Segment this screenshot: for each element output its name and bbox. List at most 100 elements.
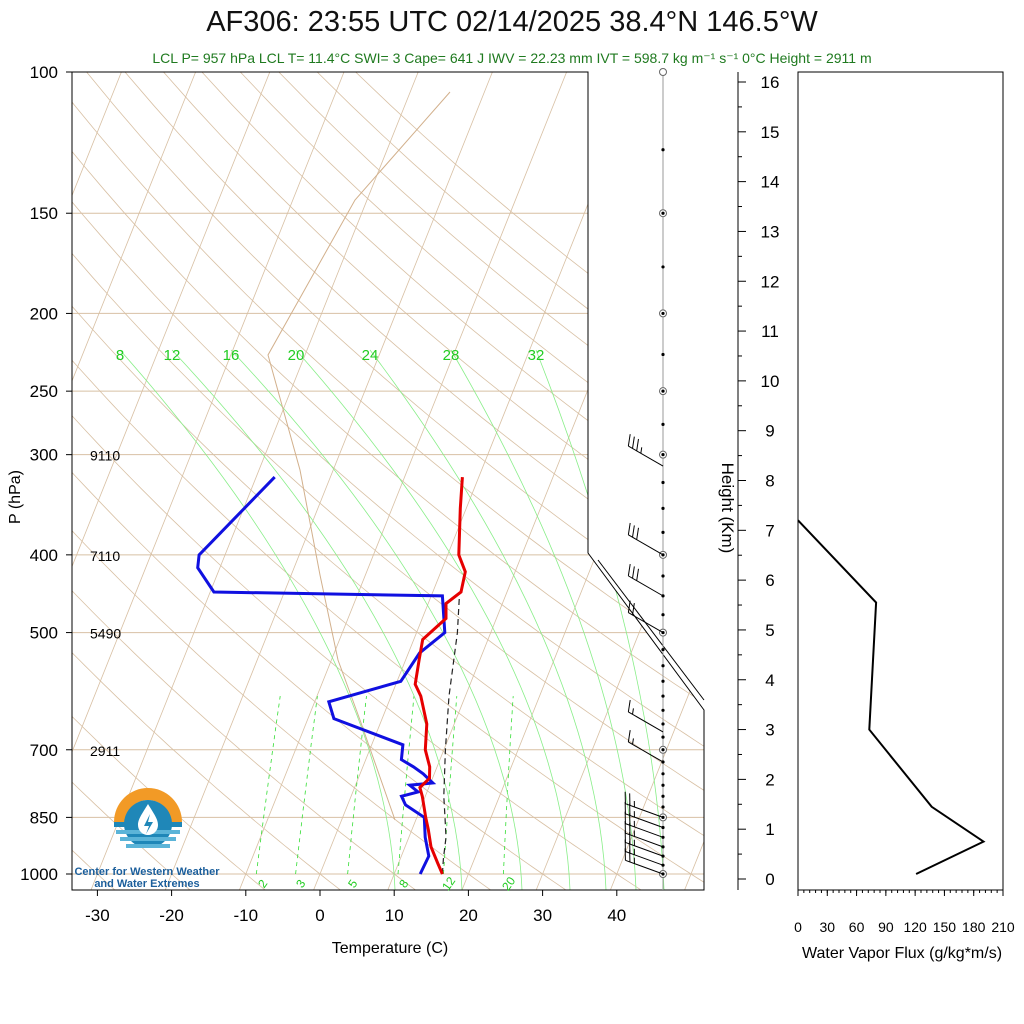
mixing-ratio-label: 32 bbox=[528, 347, 545, 364]
wind-barb-staff bbox=[628, 741, 664, 763]
wind-dot bbox=[661, 794, 665, 798]
mixing-ratio-label: 2 bbox=[255, 877, 270, 891]
wind-dot bbox=[661, 148, 665, 152]
wind-barb-flag bbox=[627, 600, 631, 613]
moist-adiabat-line bbox=[450, 349, 637, 890]
dry-adiabat-line bbox=[72, 72, 643, 890]
wind-dot bbox=[661, 265, 665, 269]
height-tick-label: 15 bbox=[761, 123, 780, 142]
dry-adiabat-line bbox=[72, 72, 267, 890]
height-tick-label: 9 bbox=[765, 422, 774, 441]
wind-barb-staff bbox=[625, 832, 664, 848]
flux-x-tick-label: 150 bbox=[933, 919, 957, 935]
moist-adiabat-line bbox=[369, 349, 607, 890]
height-tick-label: 7 bbox=[765, 521, 774, 540]
flux-x-tick-label: 90 bbox=[878, 919, 894, 935]
isotherm-line bbox=[610, 72, 704, 890]
dry-adiabat-line bbox=[72, 72, 704, 890]
height-tick-label: 1 bbox=[765, 820, 774, 839]
dry-adiabat-line bbox=[72, 72, 704, 890]
height-annotation: 5490 bbox=[90, 626, 121, 642]
wind-barb-flag bbox=[627, 434, 631, 447]
moist-adiabat-line bbox=[119, 349, 396, 890]
mixing-ratio-label: 5 bbox=[345, 877, 360, 891]
dewpoint-profile-line bbox=[196, 476, 447, 875]
wind-barb-staff bbox=[625, 803, 664, 818]
height-tick-label: 6 bbox=[765, 571, 774, 590]
x-tick-label: 0 bbox=[315, 906, 324, 925]
mixing-ratio-label: 8 bbox=[396, 877, 411, 891]
flux-panel-frame bbox=[797, 71, 1004, 891]
isotherm-line bbox=[164, 72, 493, 890]
isotherm-line bbox=[72, 72, 271, 890]
moist-adiabat-line bbox=[295, 349, 571, 890]
wind-barb-flag bbox=[636, 568, 639, 581]
wind-dot bbox=[661, 708, 665, 712]
y-tick-label: 850 bbox=[30, 808, 58, 827]
wind-dot bbox=[661, 613, 665, 617]
height-tick-label: 12 bbox=[761, 272, 780, 291]
height-tick-label: 16 bbox=[761, 73, 780, 92]
wind-barb bbox=[627, 434, 664, 467]
wind-dot bbox=[661, 647, 665, 652]
moist-adiabat-line bbox=[535, 349, 665, 890]
mixing-ratio-label: 12 bbox=[164, 347, 181, 364]
dry-adiabat-line bbox=[240, 72, 704, 890]
wind-barb-flag bbox=[632, 566, 635, 579]
y-tick-label: 700 bbox=[30, 741, 58, 760]
standard-atmosphere-line bbox=[267, 91, 451, 821]
height-annotation: 2911 bbox=[90, 743, 120, 759]
organization-line-2: and Water Extremes bbox=[94, 878, 200, 890]
moist-adiabat-line bbox=[230, 349, 523, 890]
wind-dot bbox=[661, 530, 665, 534]
y-tick-label: 500 bbox=[30, 624, 58, 643]
wind-barb-staff bbox=[628, 612, 664, 634]
dry-adiabat-line bbox=[278, 72, 704, 890]
y-tick-label: 100 bbox=[30, 63, 58, 82]
flux-x-tick-label: 180 bbox=[962, 919, 986, 935]
dry-adiabat-line bbox=[72, 72, 568, 890]
wind-barb-flag bbox=[632, 738, 634, 745]
y-tick-label: 200 bbox=[30, 304, 58, 323]
mixing-ratio-line bbox=[503, 696, 514, 875]
wind-level-marker bbox=[659, 68, 667, 76]
x-tick-label: 20 bbox=[459, 906, 478, 925]
chart-title: AF306: 23:55 UTC 02/14/2025 38.4°N 146.5… bbox=[206, 6, 818, 38]
wind-dot bbox=[661, 664, 665, 668]
wind-dot bbox=[661, 735, 665, 739]
x-tick-label: -10 bbox=[234, 906, 259, 925]
height-tick-label: 13 bbox=[761, 222, 780, 241]
wind-barb-flag bbox=[632, 436, 635, 449]
height-tick-label: 2 bbox=[765, 770, 774, 789]
wind-barb-flag bbox=[627, 730, 631, 743]
wind-barb-staff bbox=[628, 575, 664, 597]
mixing-ratio-label: 20 bbox=[288, 347, 305, 364]
wind-barb-flag bbox=[632, 708, 634, 715]
height-tick-label: 3 bbox=[765, 721, 774, 740]
y-tick-label: 400 bbox=[30, 546, 58, 565]
wind-dot bbox=[661, 352, 665, 357]
mixing-ratio-line bbox=[295, 696, 318, 875]
wind-dot bbox=[661, 805, 665, 809]
flux-x-axis-label: Water Vapor Flux (g/kg*m/s) bbox=[802, 945, 1002, 962]
parcel-path-line bbox=[441, 595, 460, 875]
wind-barb bbox=[627, 522, 664, 556]
wind-dot bbox=[661, 772, 665, 776]
height-tick-label: 0 bbox=[765, 870, 774, 889]
wind-dot bbox=[661, 311, 665, 316]
flux-x-tick-label: 0 bbox=[794, 919, 802, 935]
dry-adiabat-line bbox=[72, 72, 192, 890]
wind-barb-staff bbox=[625, 859, 664, 875]
y-tick-label: 1000 bbox=[20, 865, 58, 884]
isotherm-line bbox=[90, 72, 419, 890]
wind-barb-flag bbox=[632, 603, 635, 616]
mixing-ratio-label: 28 bbox=[443, 347, 460, 364]
wind-barb-flag bbox=[636, 438, 639, 451]
y-tick-label: 150 bbox=[30, 204, 58, 223]
wind-barb-staff bbox=[625, 851, 664, 866]
mixing-ratio-label: 3 bbox=[293, 877, 308, 891]
height-tick-label: 5 bbox=[765, 621, 774, 640]
mixing-ratio-line bbox=[397, 696, 415, 875]
cw3e-logo bbox=[114, 788, 182, 848]
dry-adiabat-line bbox=[355, 72, 704, 890]
